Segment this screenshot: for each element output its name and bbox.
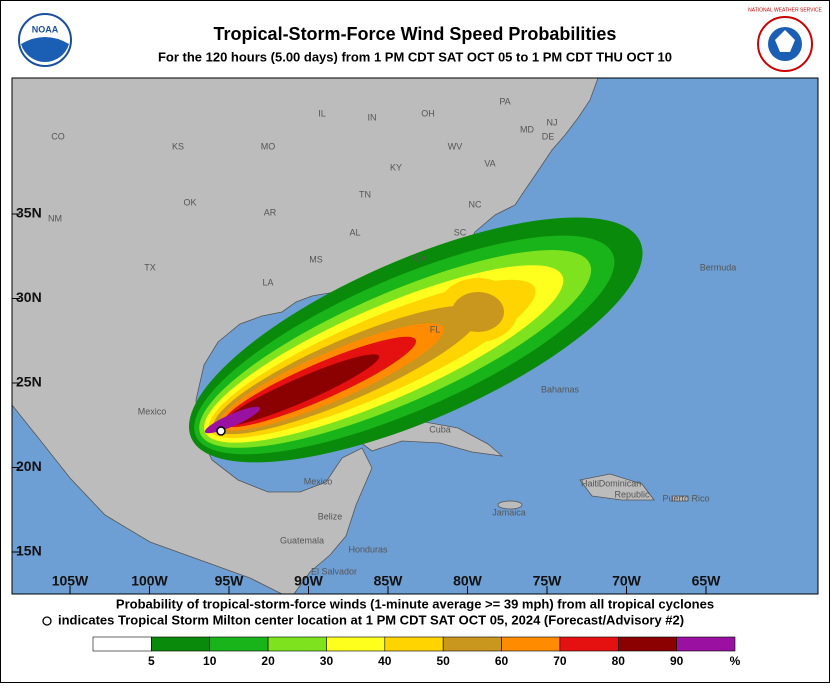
lon-label: 75W <box>533 573 563 589</box>
legend-tick: 80 <box>612 654 626 668</box>
legend-swatch <box>326 636 386 652</box>
place-label: El Salvador <box>311 566 357 576</box>
lon-label: 85W <box>374 573 404 589</box>
place-label: PA <box>499 96 510 106</box>
place-label: Puerto Rico <box>662 493 709 503</box>
legend-tick: 60 <box>495 654 509 668</box>
place-label: VA <box>484 158 495 168</box>
place-label: Dominican <box>599 478 642 488</box>
subtitle: For the 120 hours (5.00 days) from 1 PM … <box>158 49 672 64</box>
place-label: MS <box>309 254 323 264</box>
swath-band <box>204 406 261 434</box>
legend-tick: 5 <box>148 654 155 668</box>
place-label: SC <box>454 227 467 237</box>
place-label: FL <box>430 324 441 334</box>
place-label: Mexico <box>304 476 333 486</box>
noaa-logo: NOAA <box>18 13 72 67</box>
legend-swatch <box>92 636 152 652</box>
legend-swatch <box>676 636 736 652</box>
place-label: IN <box>368 112 377 122</box>
place-label: Jamaica <box>492 507 526 517</box>
place-label: LA <box>262 277 273 287</box>
logo-text: NOAA <box>32 24 59 34</box>
place-label: Guatemala <box>280 535 324 545</box>
legend-tick: 40 <box>378 654 392 668</box>
legend-tick: 90 <box>670 654 684 668</box>
lat-label: 15N <box>16 543 42 559</box>
place-label: IL <box>318 108 326 118</box>
place-label: MO <box>261 141 276 151</box>
nws-logo: NATIONAL WEATHER SERVICE <box>748 7 823 72</box>
legend-tick: 30 <box>320 654 334 668</box>
legend-swatch <box>151 636 211 652</box>
lat-label: 25N <box>16 374 42 390</box>
center-symbol <box>42 616 52 626</box>
place-label: WV <box>448 141 463 151</box>
lat-label: 20N <box>16 458 42 474</box>
lon-label: 70W <box>612 573 642 589</box>
place-label: NC <box>469 199 482 209</box>
legend-swatch <box>267 636 327 652</box>
storm-center <box>216 426 226 436</box>
hispaniola <box>579 473 655 501</box>
lat-label: 30N <box>16 289 42 305</box>
lon-label: 100W <box>131 573 168 589</box>
jamaica <box>497 500 523 510</box>
lon-label: 105W <box>52 573 89 589</box>
legend-swatch <box>209 636 269 652</box>
place-label: AR <box>264 207 277 217</box>
map-border <box>11 77 819 595</box>
place-label: Honduras <box>348 544 388 554</box>
lon-label: 65W <box>692 573 722 589</box>
legend-tick: 50 <box>437 654 451 668</box>
place-label: OH <box>421 108 435 118</box>
place-label: Republic <box>614 489 650 499</box>
lat-label: 35N <box>16 205 42 221</box>
legend-unit: % <box>730 654 741 668</box>
legend-tick: 20 <box>261 654 275 668</box>
probability-swath <box>188 217 643 463</box>
place-label: AL <box>349 227 360 237</box>
pacific <box>12 404 283 594</box>
place-label: Bahamas <box>541 384 580 394</box>
legend: 5 10 20 30 40 50 60 70 80 90% <box>92 636 741 668</box>
place-label: Haiti <box>581 478 599 488</box>
lon-label: 95W <box>215 573 245 589</box>
place-label: Belize <box>318 511 343 521</box>
place-label: KS <box>172 141 184 151</box>
legend-swatch <box>559 636 619 652</box>
place-label: OK <box>183 197 196 207</box>
place-label: NJ <box>547 117 558 127</box>
swath-band <box>223 354 380 426</box>
lon-label: 80W <box>453 573 483 589</box>
place-label: Mexico <box>138 406 167 416</box>
place-label: Cuba <box>429 424 451 434</box>
legend-swatch <box>384 636 444 652</box>
legend-swatch <box>501 636 561 652</box>
lon-label: 90W <box>294 573 324 589</box>
place-label: TN <box>359 189 371 199</box>
puerto-rico <box>671 495 689 502</box>
place-label: MD <box>520 124 534 134</box>
legend-tick: 10 <box>203 654 217 668</box>
place-label: GA <box>413 253 426 263</box>
map: CO KS MO IL IN OH PA WV VA KY TN NC OK AR MS AL GA SC TX LA… <box>12 78 818 594</box>
legend-tick: 70 <box>553 654 567 668</box>
legend-swatch <box>617 636 677 652</box>
footer-line: Probability of tropical-storm-force wind… <box>116 596 714 611</box>
place-label: CO <box>51 131 65 141</box>
logo-text: NATIONAL WEATHER SERVICE <box>748 7 822 13</box>
place-label: DE <box>542 131 555 141</box>
place-label: KY <box>390 162 402 172</box>
place-label: NM <box>48 213 62 223</box>
legend-swatch <box>442 636 502 652</box>
place-label: Bermuda <box>700 262 737 272</box>
title: Tropical-Storm-Force Wind Speed Probabil… <box>214 24 617 44</box>
swath-band <box>452 292 504 332</box>
place-label: TX <box>144 262 156 272</box>
footer-line: indicates Tropical Storm Milton center l… <box>58 612 684 627</box>
